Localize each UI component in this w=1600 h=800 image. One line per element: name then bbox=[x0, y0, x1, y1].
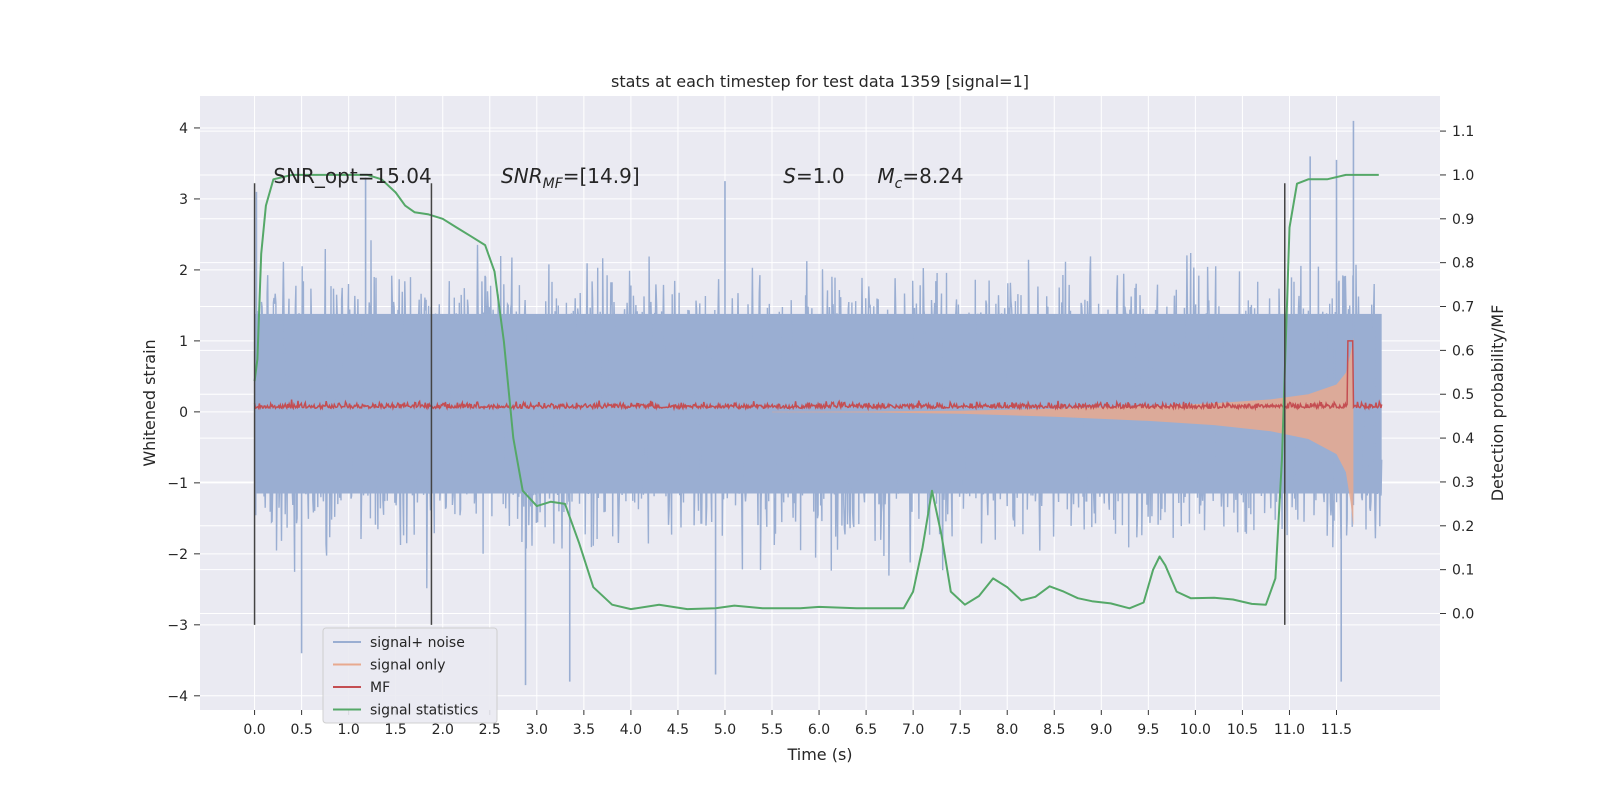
x-tick-label: 4.0 bbox=[620, 722, 642, 738]
annotation-value: =[14.9] bbox=[563, 164, 640, 188]
legend-label-3: signal statistics bbox=[370, 703, 478, 719]
y-right-tick-label: 1.1 bbox=[1452, 124, 1474, 140]
series-layer bbox=[253, 120, 1383, 686]
annotation-3: Mc=8.24 bbox=[877, 164, 963, 192]
x-tick-label: 0.5 bbox=[290, 722, 312, 738]
annotation-subscript: c bbox=[895, 176, 903, 192]
x-tick-label: 8.0 bbox=[996, 722, 1018, 738]
series-mf bbox=[253, 340, 1383, 412]
y-right-tick-label: 0.2 bbox=[1452, 519, 1474, 535]
annotation-main: S bbox=[783, 164, 796, 188]
x-axis-label: Time (s) bbox=[786, 745, 852, 764]
annotation-main: SNR_opt=15.04 bbox=[273, 164, 431, 188]
x-tick-label: 6.5 bbox=[855, 722, 877, 738]
x-tick-label: 2.5 bbox=[479, 722, 501, 738]
y-left-tick-label: 0 bbox=[179, 405, 188, 421]
y-right-tick-label: 1.0 bbox=[1452, 168, 1474, 184]
y-left-tick-label: −1 bbox=[167, 476, 188, 492]
x-tick-label: 9.0 bbox=[1090, 722, 1112, 738]
x-tick-label: 0.0 bbox=[243, 722, 265, 738]
x-tick-label: 3.5 bbox=[573, 722, 595, 738]
y-left-tick-label: 2 bbox=[179, 263, 188, 279]
x-tick-label: 9.5 bbox=[1137, 722, 1159, 738]
legend-label-2: MF bbox=[370, 680, 390, 696]
y-axis-left-ticks: −4 −3 −2 −1 0 1 2 3 4 bbox=[167, 121, 200, 705]
annotations: SNR_opt=15.04 SNRMF=[14.9] S=1.0 Mc=8.24 bbox=[273, 164, 963, 192]
legend-label-0: signal+ noise bbox=[370, 635, 465, 651]
y-axis-right-ticks: 0.0 0.1 0.2 0.3 0.4 0.5 0.6 0.7 0.8 0.9 1.0 1.1 bbox=[1440, 124, 1474, 623]
y-right-tick-label: 0.3 bbox=[1452, 475, 1474, 491]
y-left-tick-label: −2 bbox=[167, 547, 188, 563]
legend: signal+ noise signal only MF signal statist… bbox=[322, 627, 498, 724]
y-left-tick-label: −4 bbox=[167, 689, 188, 705]
y-right-tick-label: 0.8 bbox=[1452, 256, 1474, 272]
vertical-markers bbox=[253, 183, 1286, 625]
x-tick-label: 2.0 bbox=[432, 722, 454, 738]
x-axis-ticks: 0.0 0.5 1.0 1.5 2.0 2.5 3.0 3.5 4.0 4.5 5.0 5.5 6.0 6… bbox=[243, 710, 1352, 738]
y-right-tick-label: 0.0 bbox=[1452, 607, 1474, 623]
annotation-2: S=1.0 bbox=[783, 164, 844, 188]
annotation-1: SNRMF=[14.9] bbox=[501, 164, 640, 192]
y-left-tick-label: −3 bbox=[167, 618, 188, 634]
y-axis-left-label: Whitened strain bbox=[140, 339, 159, 466]
annotation-value: =8.24 bbox=[902, 164, 963, 188]
x-tick-label: 5.5 bbox=[761, 722, 783, 738]
y-right-tick-label: 0.5 bbox=[1452, 387, 1474, 403]
y-axis-right-label: Detection probability/MF bbox=[1488, 305, 1507, 502]
x-tick-label: 6.0 bbox=[808, 722, 830, 738]
annotation-main: SNR bbox=[501, 164, 543, 188]
signal-statistics-line bbox=[253, 173, 1379, 611]
x-tick-label: 1.0 bbox=[338, 722, 360, 738]
x-tick-label: 11.0 bbox=[1274, 722, 1305, 738]
x-tick-label: 3.0 bbox=[526, 722, 548, 738]
x-tick-label: 10.0 bbox=[1180, 722, 1211, 738]
signal-noise-trace bbox=[253, 240, 1383, 589]
legend-frame bbox=[322, 627, 498, 724]
x-tick-label: 8.5 bbox=[1043, 722, 1065, 738]
annotation-0: SNR_opt=15.04 bbox=[273, 164, 431, 188]
y-right-tick-label: 0.1 bbox=[1452, 563, 1474, 579]
x-tick-label: 4.5 bbox=[667, 722, 689, 738]
x-tick-label: 5.0 bbox=[714, 722, 736, 738]
x-tick-label: 10.5 bbox=[1227, 722, 1258, 738]
y-left-tick-label: 4 bbox=[179, 121, 188, 137]
y-right-tick-label: 0.4 bbox=[1452, 431, 1474, 447]
annotation-value: =1.0 bbox=[796, 164, 845, 188]
x-tick-label: 11.5 bbox=[1321, 722, 1352, 738]
x-tick-label: 7.5 bbox=[949, 722, 971, 738]
annotation-subscript: MF bbox=[543, 176, 564, 192]
y-right-tick-label: 0.6 bbox=[1452, 343, 1474, 359]
annotation-main: M bbox=[877, 164, 894, 188]
y-left-tick-label: 3 bbox=[179, 192, 188, 208]
y-right-tick-label: 0.9 bbox=[1452, 212, 1474, 228]
y-left-tick-label: 1 bbox=[179, 334, 188, 350]
chart-title: stats at each timestep for test data 135… bbox=[611, 72, 1029, 91]
x-tick-label: 1.5 bbox=[385, 722, 407, 738]
mf-trace bbox=[253, 340, 1383, 412]
y-right-tick-label: 0.7 bbox=[1452, 300, 1474, 316]
x-tick-label: 7.0 bbox=[902, 722, 924, 738]
series-signal-statistics bbox=[253, 173, 1379, 611]
legend-label-1: signal only bbox=[370, 658, 445, 674]
